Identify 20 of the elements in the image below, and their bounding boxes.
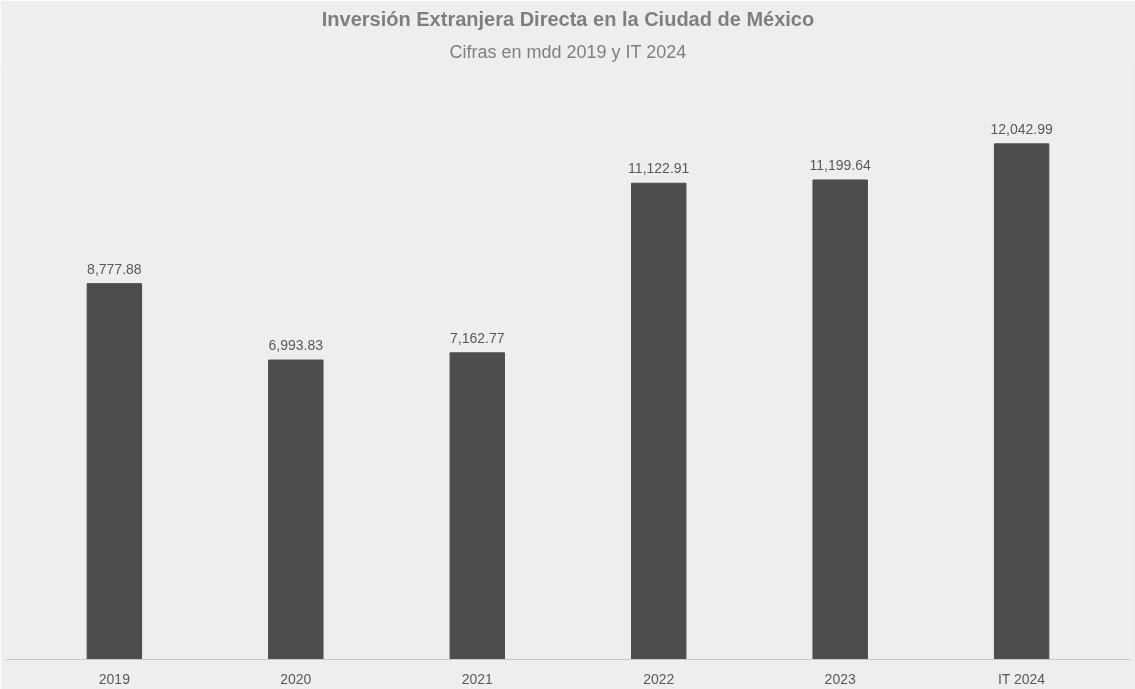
x-tick-label: 2023 xyxy=(824,670,856,687)
data-label: 11,199.64 xyxy=(809,156,872,173)
chart-title: Inversión Extranjera Directa en la Ciudad de México xyxy=(321,7,815,30)
chart-subtitle: Cifras en mdd 2019 y IT 2024 xyxy=(449,41,687,62)
data-label: 8,777.88 xyxy=(87,260,142,277)
bar xyxy=(812,179,868,660)
bar xyxy=(86,283,143,660)
bar xyxy=(993,143,1050,660)
bar xyxy=(268,359,324,660)
data-label: 6,993.83 xyxy=(268,337,324,354)
data-label: 7,162.77 xyxy=(450,329,505,346)
x-tick-label: IT 2024 xyxy=(997,670,1046,687)
x-tick-label: 2020 xyxy=(280,670,312,687)
data-label: 12,042.99 xyxy=(990,120,1053,137)
x-tick-label: 2022 xyxy=(643,670,675,687)
x-tick-label: 2021 xyxy=(461,670,494,687)
x-tick-label: 2019 xyxy=(98,670,131,687)
bar xyxy=(631,182,687,660)
data-label: 11,122.91 xyxy=(628,160,690,177)
bar xyxy=(449,352,505,660)
